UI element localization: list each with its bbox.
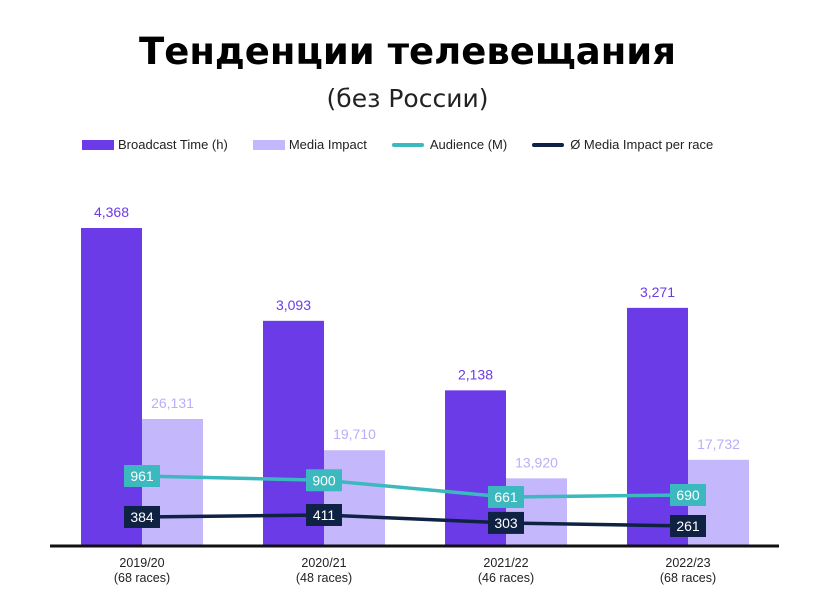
bar-media-impact-1	[324, 450, 385, 546]
data-label-audience-0: 961	[130, 468, 154, 484]
x-tick-label-2: 2021/22 (46 races)	[478, 556, 534, 585]
legend-label-media-impact: Media Impact	[288, 137, 367, 152]
data-label-broadcast-time-1: 3,093	[276, 297, 311, 313]
legend-label-broadcast-time: Broadcast Time (h)	[118, 137, 228, 152]
data-label-broadcast-time-3: 3,271	[640, 284, 675, 300]
data-label-media-impact-2: 13,920	[515, 454, 558, 470]
chart-subtitle: (без России)	[326, 84, 489, 113]
chart-title: Тенденции телевещания	[139, 30, 676, 73]
data-label-media-impact-per-race-0: 384	[130, 509, 154, 525]
legend-label-media-impact-per-race: Ø Media Impact per race	[570, 137, 714, 152]
data-label-media-impact-1: 19,710	[333, 426, 376, 442]
point-marker-audience-3	[670, 483, 706, 506]
line-media-impact-per-race	[141, 513, 689, 528]
line-audience	[141, 474, 689, 499]
point-marker-audience-2	[488, 486, 524, 508]
data-label-audience-3: 690	[676, 487, 700, 503]
bar-broadcast-time-0	[81, 228, 142, 546]
point-marker-media-impact-per-race-2	[488, 511, 524, 534]
point-marker-media-impact-per-race-0	[124, 505, 160, 528]
point-marker-audience-1	[306, 469, 342, 492]
data-label-broadcast-time-2: 2,138	[458, 366, 493, 382]
point-marker-audience-0	[124, 465, 160, 487]
legend: Broadcast Time (h) Media Impact Audience…	[82, 137, 738, 152]
x-tick-label-3: 2022/23 (68 races)	[660, 556, 716, 585]
data-label-audience-2: 661	[494, 489, 518, 505]
data-label-media-impact-3: 17,732	[697, 436, 740, 452]
legend-item-broadcast-time: Broadcast Time (h)	[82, 137, 228, 152]
legend-item-audience: Audience (M)	[391, 137, 508, 152]
legend-swatch-media-impact	[252, 139, 285, 150]
data-label-media-impact-per-race-1: 411	[313, 507, 336, 523]
bar-broadcast-time-3	[627, 307, 688, 546]
x-tick-label-1: 2020/21 (48 races)	[296, 556, 352, 585]
data-label-broadcast-time-0: 4,368	[94, 204, 129, 220]
data-label-media-impact-per-race-3: 261	[676, 518, 700, 534]
legend-label-audience: Audience (M)	[429, 137, 508, 152]
legend-swatch-broadcast-time	[82, 139, 114, 150]
point-marker-media-impact-per-race-3	[670, 515, 706, 537]
legend-item-media-impact: Media Impact	[252, 137, 367, 152]
data-label-audience-1: 900	[312, 472, 336, 488]
legend-swatch-media-impact-per-race	[532, 142, 565, 147]
data-label-media-impact-0: 26,131	[151, 395, 194, 411]
data-label-media-impact-per-race-2: 303	[494, 515, 518, 531]
legend-item-media-impact-per-race: Ø Media Impact per race	[532, 137, 713, 152]
x-tick-label-0: 2019/20 (68 races)	[114, 556, 170, 585]
legend-swatch-audience	[391, 142, 424, 147]
point-marker-media-impact-per-race-1	[306, 504, 342, 526]
